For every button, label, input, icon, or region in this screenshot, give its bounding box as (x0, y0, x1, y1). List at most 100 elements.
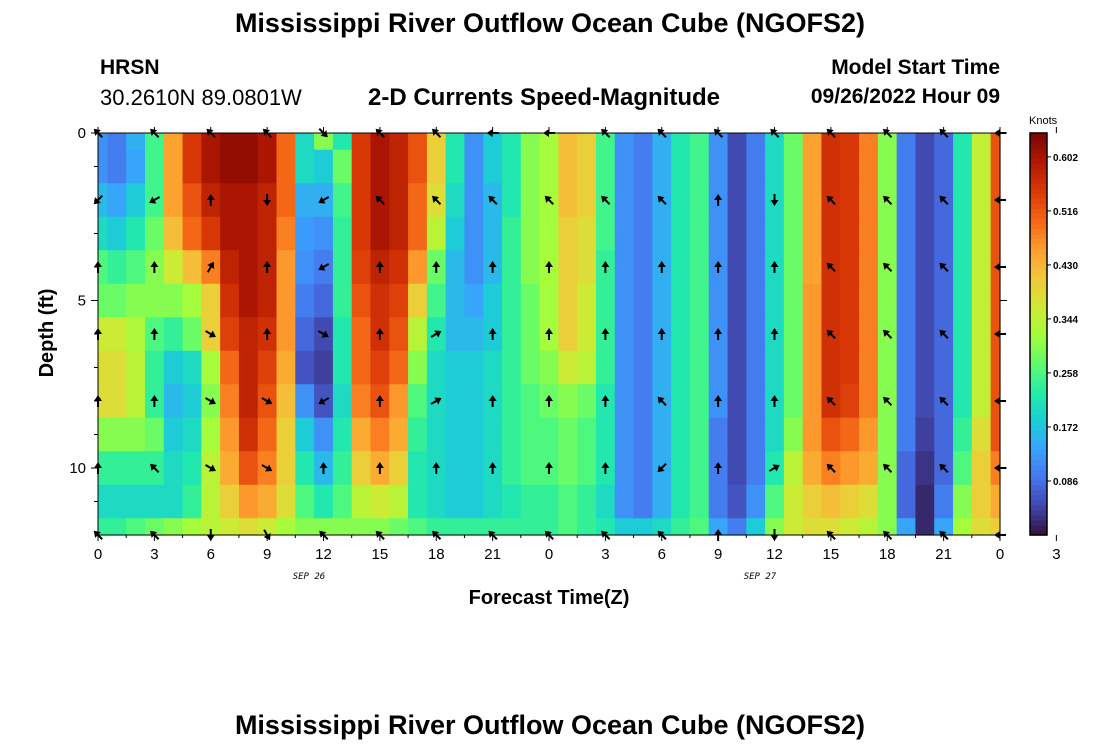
current-arrow (657, 328, 666, 340)
heat-cell (783, 149, 804, 184)
x-tick-label: 21 (935, 546, 952, 563)
colorbar-segment (1030, 334, 1047, 340)
heat-cell (859, 317, 879, 352)
heat-cell (220, 317, 240, 352)
colorbar-segment (1030, 464, 1047, 471)
current-arrow (545, 395, 553, 407)
heat-cell (558, 133, 578, 151)
heat-cell (558, 384, 578, 419)
heat-cell (314, 216, 334, 251)
heat-cell (652, 417, 672, 452)
heat-cell (464, 133, 484, 151)
heat-cell (859, 484, 879, 519)
heat-cell (633, 317, 653, 352)
heat-cell (990, 149, 1001, 184)
heat-cell (520, 183, 541, 218)
colorbar-segment (1030, 449, 1047, 456)
heat-cell (652, 484, 672, 519)
heat-cell (98, 384, 108, 419)
heat-cell (520, 384, 541, 419)
heat-cell (746, 518, 766, 536)
heat-cell (408, 384, 428, 419)
colorbar-segment (1030, 439, 1047, 446)
heat-cell (483, 216, 503, 251)
heat-cell (689, 283, 710, 318)
heat-cell (257, 283, 278, 318)
heat-cell (220, 451, 240, 486)
heat-cell (370, 350, 390, 385)
heat-cell (144, 350, 165, 385)
heat-cell (220, 518, 240, 536)
heat-cell (595, 484, 616, 519)
heat-cell (689, 133, 710, 151)
heat-cell (238, 250, 259, 285)
heat-cell (708, 417, 729, 452)
heat-cell (182, 350, 202, 385)
heat-cell (238, 317, 259, 352)
colorbar-segment (1030, 178, 1047, 184)
heat-cell (859, 250, 879, 285)
heat-cell (144, 518, 165, 536)
heat-cell (445, 484, 466, 519)
heat-cell (276, 250, 296, 285)
heat-cell (802, 283, 823, 318)
heat-cell (934, 484, 954, 519)
current-arrow (150, 328, 159, 340)
colorbar-segment (1030, 434, 1047, 441)
heat-cell (953, 317, 973, 352)
heat-cell (708, 283, 729, 318)
colorbar-segment (1030, 288, 1047, 295)
current-arrow (149, 196, 161, 204)
current-arrow (150, 261, 159, 273)
heat-cell (408, 149, 428, 184)
heat-cell (257, 484, 278, 519)
heat-cell (877, 216, 898, 251)
heat-cell (220, 216, 240, 251)
colorbar-segment (1030, 203, 1047, 209)
heat-cell (727, 384, 747, 419)
heat-cell (614, 350, 635, 385)
colorbar-segment (1030, 298, 1047, 305)
current-arrow (488, 395, 497, 407)
current-arrow (150, 395, 159, 407)
heat-cell (107, 250, 127, 285)
heat-cell (370, 133, 390, 151)
x-tick-label: 15 (372, 546, 389, 563)
heat-cell (802, 484, 823, 519)
heat-cell (971, 283, 992, 318)
heat-cell (539, 417, 559, 452)
heat-cell (539, 133, 559, 151)
colorbar-segment (1030, 268, 1047, 275)
current-arrow (205, 464, 216, 472)
heat-cell (464, 350, 484, 385)
heat-cell (201, 216, 221, 251)
heat-cell (332, 350, 353, 385)
heat-cell (483, 133, 503, 151)
heat-cell (971, 216, 992, 251)
heat-cell (408, 518, 428, 536)
heat-cell (577, 350, 597, 385)
current-arrow (714, 395, 723, 407)
heat-cell (652, 350, 672, 385)
heat-cell (351, 518, 372, 536)
heat-cell (859, 149, 879, 184)
heat-cell (840, 283, 860, 318)
heat-cell (295, 250, 315, 285)
colorbar-segment (1030, 354, 1047, 360)
colorbar-segment (1030, 213, 1047, 220)
heat-cell (577, 317, 597, 352)
heat-cell (483, 149, 503, 184)
heat-cell (859, 417, 879, 452)
heat-cell (896, 183, 917, 218)
heat-cell (98, 283, 108, 318)
heat-cell (144, 417, 165, 452)
heat-cell (896, 283, 917, 318)
heat-cell (163, 417, 184, 452)
heat-cell (295, 350, 315, 385)
heat-cell (708, 133, 729, 151)
colorbar-segment (1030, 228, 1047, 235)
current-arrow (826, 195, 836, 205)
heat-cell (783, 518, 804, 536)
heat-cell (332, 216, 353, 251)
heat-cell (295, 283, 315, 318)
